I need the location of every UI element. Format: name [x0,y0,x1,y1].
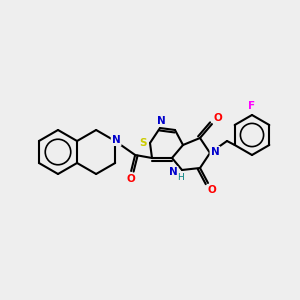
Text: S: S [139,138,147,148]
Text: O: O [127,174,136,184]
Text: O: O [208,185,216,195]
Text: O: O [214,113,222,123]
Text: N: N [112,135,121,145]
Text: N: N [211,147,219,157]
Text: H: H [177,173,183,182]
Text: N: N [169,167,177,177]
Text: N: N [157,116,165,126]
Text: F: F [248,101,256,111]
